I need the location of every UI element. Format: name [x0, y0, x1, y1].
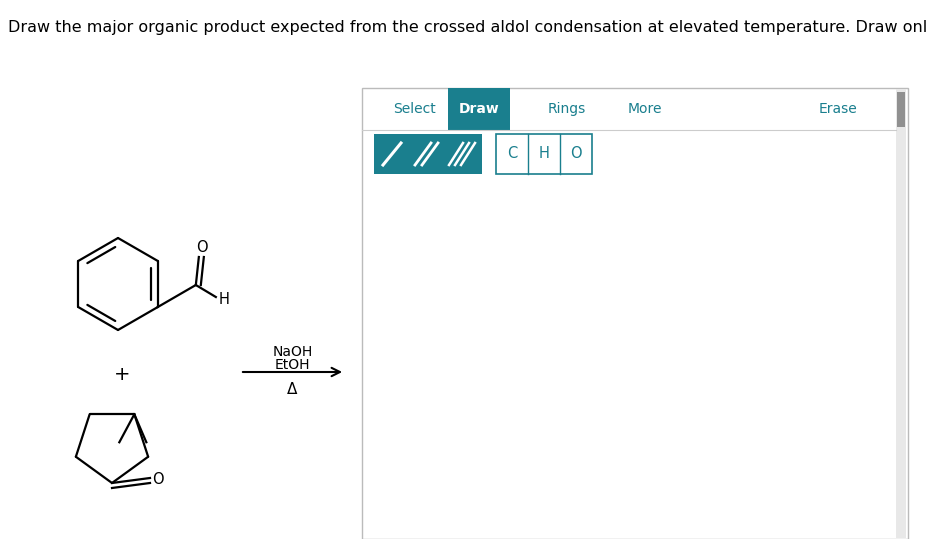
- Text: Rings: Rings: [548, 102, 586, 116]
- Text: H: H: [219, 293, 230, 308]
- Text: EtOH: EtOH: [275, 358, 310, 372]
- Text: C: C: [507, 147, 517, 162]
- Text: O: O: [152, 473, 164, 487]
- Text: Select: Select: [393, 102, 435, 116]
- Text: NaOH: NaOH: [272, 345, 313, 359]
- Text: O: O: [570, 147, 582, 162]
- Text: H: H: [539, 147, 549, 162]
- Text: Δ: Δ: [287, 383, 297, 397]
- Text: O: O: [196, 240, 207, 255]
- Text: More: More: [628, 102, 662, 116]
- Bar: [896, 89, 906, 538]
- Bar: [374, 134, 482, 174]
- Bar: [496, 134, 592, 174]
- Text: Draw: Draw: [458, 102, 499, 116]
- Text: Erase: Erase: [819, 102, 857, 116]
- Bar: [362, 88, 908, 539]
- Text: Draw the major organic product expected from the crossed aldol condensation at e: Draw the major organic product expected …: [8, 20, 926, 35]
- Bar: [897, 92, 905, 127]
- Text: +: +: [114, 365, 131, 384]
- Bar: [448, 88, 510, 130]
